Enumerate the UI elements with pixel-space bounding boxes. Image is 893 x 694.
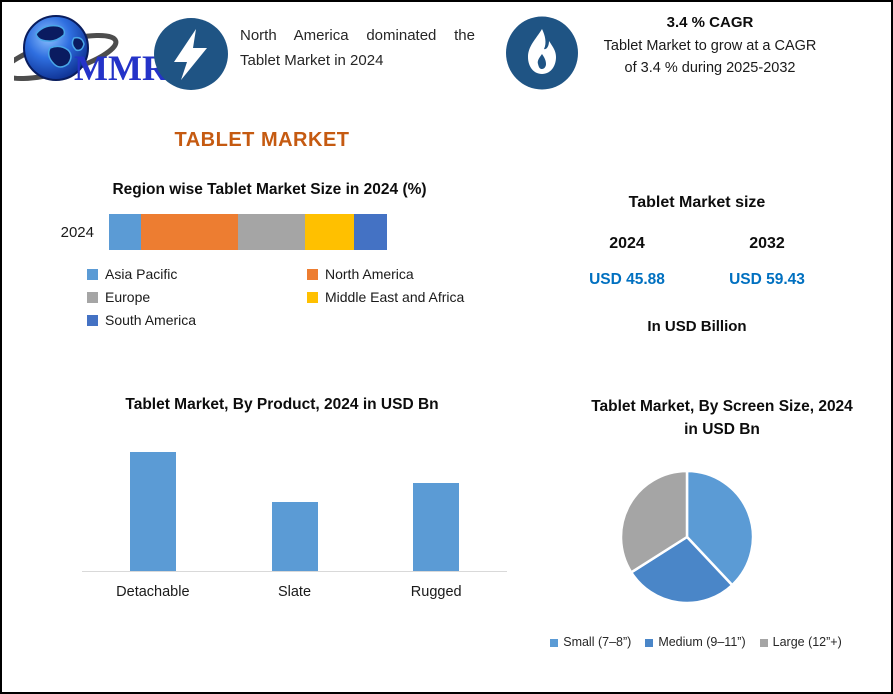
legend-marker: [307, 269, 318, 280]
bar-cell: [224, 451, 366, 571]
legend-marker: [87, 269, 98, 280]
screen-size-chart-title: Tablet Market, By Screen Size, 2024 in U…: [591, 398, 853, 438]
bar-cell: [82, 451, 224, 571]
pie-slice: [685, 469, 755, 587]
legend-label: North America: [325, 266, 414, 282]
bar-label: Rugged: [410, 584, 462, 600]
bar-rugged: [413, 483, 460, 571]
pie-slice: [630, 535, 734, 605]
logo-text: MMR: [74, 48, 169, 88]
mmr-logo: MMR: [2, 8, 169, 96]
region-chart-title: Region wise Tablet Market Size in 2024 (…: [112, 181, 427, 198]
market-size-years: 2024 2032: [557, 235, 837, 253]
legend-marker: [550, 638, 559, 647]
legend-item: Medium (9–11”): [645, 631, 746, 654]
region-segment: [304, 214, 354, 250]
region-segment: [109, 214, 141, 250]
bar-label: Detachable: [116, 584, 190, 600]
legend-marker: [87, 315, 98, 326]
header-highlight-left: North America dominated the Tablet Marke…: [240, 27, 475, 69]
legend-marker: [87, 292, 98, 303]
pie-slice: [619, 469, 689, 574]
legend-label: Medium (9–11”): [658, 635, 746, 649]
product-labels: Detachable Slate Rugged: [82, 584, 507, 600]
product-bars: [82, 451, 507, 572]
legend-item: Middle East and Africa: [307, 286, 497, 309]
market-size-title: Tablet Market size: [628, 194, 766, 211]
legend-label: Middle East and Africa: [325, 289, 465, 305]
bar-cell: [365, 451, 507, 571]
bar-label: Slate: [277, 584, 312, 600]
legend-marker: [759, 638, 768, 647]
legend-label: Europe: [105, 289, 151, 305]
value-right: USD 59.43: [729, 271, 805, 288]
product-chart-title: Tablet Market, By Product, 2024 in USD B…: [125, 396, 439, 413]
region-stacked-bar: [109, 214, 387, 250]
region-bar-row: 2024: [42, 214, 497, 250]
legend-label: Large (12”+): [772, 635, 842, 649]
region-segment: [353, 214, 387, 250]
region-legend: Asia Pacific North America Europe Middle Ea…: [87, 263, 497, 332]
bar-slate: [271, 502, 318, 571]
legend-item: North America: [307, 263, 497, 286]
legend-item: Asia Pacific: [87, 263, 307, 286]
legend-marker: [645, 638, 654, 647]
screen-size-legend: Small (7–8”) Medium (9–11”) Large (12”+): [526, 631, 866, 654]
globe-icon: MMR: [2, 15, 169, 88]
legend-marker: [307, 292, 318, 303]
unit-note: In USD Billion: [647, 318, 747, 335]
legend-label: Asia Pacific: [105, 266, 178, 282]
legend-label: Small (7–8”): [563, 635, 632, 649]
flame-icon: [506, 16, 578, 90]
page-title: TABLET MARKET: [174, 129, 350, 151]
legend-item: Europe: [87, 286, 307, 309]
region-chart: Region wise Tablet Market Size in 2024 (…: [42, 178, 497, 332]
legend-item: South America: [87, 309, 307, 332]
legend-item: Large (12”+): [759, 631, 842, 654]
market-size-values: USD 45.88 USD 59.43: [557, 271, 837, 289]
cagr-text: Tablet Market to grow at a CAGR of 3.4 %…: [603, 38, 817, 76]
region-bar-category: 2024: [60, 223, 94, 241]
legend-item: Small (7–8”): [550, 631, 631, 654]
cagr-title: 3.4 % CAGR: [666, 14, 754, 31]
screen-size-chart: Tablet Market, By Screen Size, 2024 in U…: [550, 395, 891, 654]
screen-size-pie: [619, 469, 755, 605]
year-left: 2024: [609, 235, 645, 252]
product-chart: Tablet Market, By Product, 2024 in USD B…: [57, 396, 507, 600]
legend-label: South America: [105, 312, 197, 328]
header-highlight-right: 3.4 % CAGR Tablet Market to grow at a CA…: [590, 14, 830, 79]
region-segment: [140, 214, 239, 250]
lightning-icon: [154, 18, 228, 90]
value-left: USD 45.88: [589, 271, 665, 288]
year-right: 2032: [749, 235, 785, 252]
region-segment: [238, 214, 305, 250]
bar-detachable: [129, 452, 176, 571]
market-size-panel: Tablet Market size 2024 2032 USD 45.88 U…: [557, 194, 837, 335]
